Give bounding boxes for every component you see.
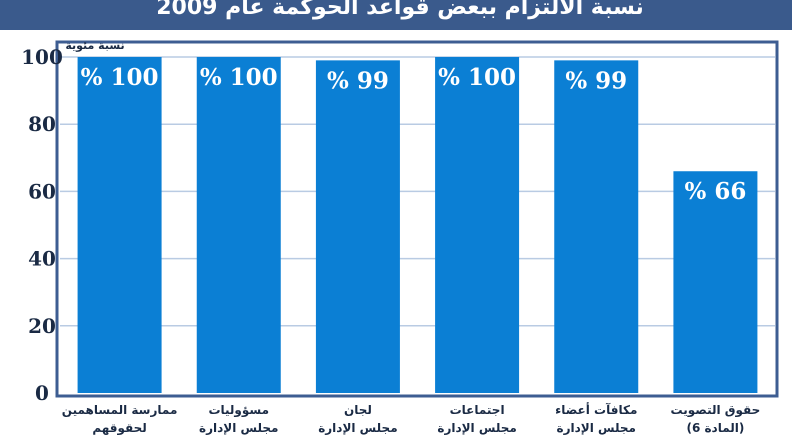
bar [77,57,162,393]
bar [554,60,639,394]
data-label: % 99 [565,67,627,94]
category-label: لجان [344,403,372,417]
y-tick-label: 20 [28,314,56,338]
data-label: % 99 [327,67,389,94]
y-tick-label: 100 [21,45,63,69]
data-label: % 100 [81,64,159,91]
category-label: مسؤوليات [208,403,269,418]
category-label: حقوق التصويت [671,403,761,418]
category-label: (المادة 6) [686,421,744,435]
category-label: مكافآت أعضاء [555,402,637,417]
category-label: اجتماعات [450,403,505,417]
y-tick-label: 0 [35,381,49,405]
y-axis-label: نسبة مئوية [65,39,124,52]
data-labels: % 100 % 100 % 99 % 100 % 99 % 66 [81,64,747,205]
bars [77,57,758,394]
y-tick-label: 80 [28,112,56,136]
header-bar [0,0,792,30]
bar [315,60,400,394]
category-labels: ممارسة المساهمين لحقوقهم مسؤوليات مجلس الإد… [62,402,761,436]
category-label: مجلس الإدارة [318,421,397,435]
y-tick-label: 40 [28,247,56,271]
y-axis-tick-labels: 0 20 40 60 80 100 [21,45,63,405]
chart-title: نسبة الالتزام ببعض قواعد الحوكمة عام 200… [156,0,644,20]
bar [673,171,758,393]
bar [435,57,520,393]
plot-frame [55,40,779,398]
y-tick-label: 60 [28,179,56,203]
bar [196,57,281,393]
category-label: ممارسة المساهمين [62,403,178,417]
gridlines [60,56,775,327]
data-label: % 100 [200,64,278,91]
category-label: مجلس الإدارة [557,421,636,435]
category-label: مجلس الإدارة [199,421,278,435]
data-label: % 66 [684,178,746,205]
category-label: مجلس الإدارة [437,421,516,435]
data-label: % 100 [438,64,516,91]
category-label: لحقوقهم [92,421,147,436]
